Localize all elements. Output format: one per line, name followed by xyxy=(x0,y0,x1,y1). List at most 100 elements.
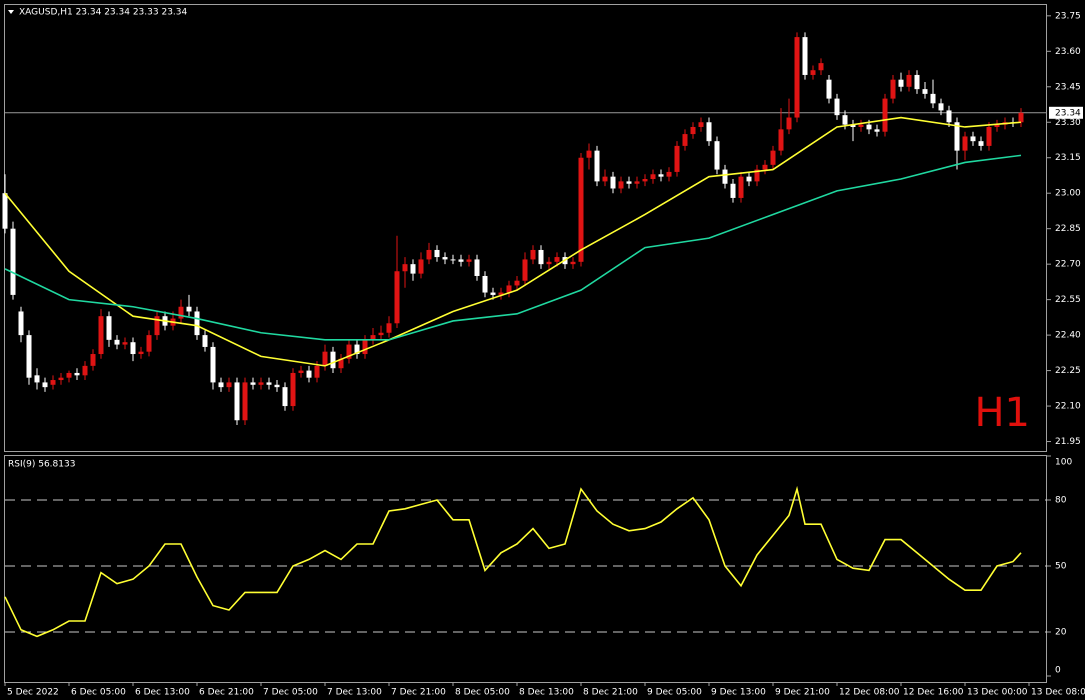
candle-body xyxy=(658,174,664,177)
candle-body xyxy=(450,259,456,261)
candle-body xyxy=(354,344,360,355)
candle-body xyxy=(362,339,368,355)
candle-body xyxy=(290,372,296,407)
candle-body xyxy=(666,171,672,177)
chart-title: XAGUSD,H1 23.34 23.34 23.33 23.34 xyxy=(19,8,188,18)
candle-body xyxy=(530,249,536,260)
candle-body xyxy=(730,183,736,198)
candle-body xyxy=(42,382,48,388)
y-tick-label: 23.45 xyxy=(1055,82,1081,92)
candle-body xyxy=(10,228,16,295)
candle-body xyxy=(682,134,688,146)
candle-body xyxy=(146,335,152,352)
candle-body xyxy=(26,335,32,378)
candle-body xyxy=(210,346,216,383)
candle-body xyxy=(642,179,648,182)
candle-body xyxy=(282,387,288,407)
rsi-title: RSI(9) 56.8133 xyxy=(8,460,75,470)
candle-body xyxy=(66,372,72,378)
candle-body xyxy=(738,176,744,198)
rsi-panel xyxy=(4,455,1047,683)
candle-body xyxy=(794,37,800,118)
candle-body xyxy=(586,150,592,158)
candle-body xyxy=(850,124,856,127)
candle-body xyxy=(154,316,160,336)
candle-body xyxy=(458,259,464,262)
candle-body xyxy=(842,115,848,125)
candle-body xyxy=(602,176,608,182)
y-tick-label: 22.55 xyxy=(1055,295,1081,305)
x-tick-label: 5 Dec 2022 xyxy=(7,688,59,698)
candle-body xyxy=(938,103,944,111)
candle-body xyxy=(690,126,696,135)
candle-body xyxy=(306,370,312,378)
x-tick-label: 9 Dec 21:00 xyxy=(775,688,830,698)
candle-body xyxy=(442,257,448,260)
candle-body xyxy=(2,193,8,229)
candle-body xyxy=(930,93,936,104)
candle-body xyxy=(218,382,224,388)
candle-body xyxy=(698,122,704,127)
candle-body xyxy=(322,351,328,366)
candle-body xyxy=(674,145,680,172)
x-tick-label: 6 Dec 21:00 xyxy=(199,688,254,698)
candle-body xyxy=(594,150,600,182)
candle-body xyxy=(234,382,240,421)
rsi-line xyxy=(4,485,1022,638)
candle-body xyxy=(266,382,272,385)
candle-body xyxy=(338,358,344,369)
candle-body xyxy=(114,339,120,345)
y-tick-label: 22.70 xyxy=(1055,260,1081,270)
candle-body xyxy=(130,342,136,355)
candle-body xyxy=(714,141,720,170)
candle-body xyxy=(18,311,24,336)
candle-body xyxy=(882,98,888,132)
y-tick-label: 100 xyxy=(1055,458,1072,468)
x-tick-label: 8 Dec 21:00 xyxy=(583,688,638,698)
candle-body xyxy=(970,136,976,142)
candle-body xyxy=(818,63,824,71)
candle-body xyxy=(826,79,832,99)
candle-body xyxy=(106,316,112,340)
candle-body xyxy=(786,117,792,130)
candle-body xyxy=(410,264,416,274)
candle-body xyxy=(386,323,392,333)
x-tick-label: 7 Dec 13:00 xyxy=(327,688,382,698)
candle-body xyxy=(98,316,104,355)
candle-body xyxy=(946,110,952,123)
candle-body xyxy=(890,79,896,99)
candle-body xyxy=(986,126,992,146)
candle-body xyxy=(330,351,336,369)
candle-body xyxy=(58,377,64,381)
candle-body xyxy=(346,344,352,359)
y-tick-label: 23.15 xyxy=(1055,153,1081,163)
y-tick-label: 0 xyxy=(1055,666,1061,676)
candle-body xyxy=(434,249,440,258)
candle-body xyxy=(490,292,496,295)
candle-body xyxy=(810,70,816,75)
x-tick-label: 8 Dec 13:00 xyxy=(519,688,574,698)
candle-body xyxy=(626,181,632,184)
y-tick-label: 22.40 xyxy=(1055,331,1081,341)
candle-body xyxy=(858,124,864,127)
x-tick-label: 13 Dec 08:00 xyxy=(1031,688,1085,698)
candle-body xyxy=(722,169,728,184)
moving-average xyxy=(4,154,1022,341)
y-tick-label: 22.25 xyxy=(1055,366,1081,376)
candle-body xyxy=(298,370,304,373)
candle-body xyxy=(554,257,560,262)
candle-body xyxy=(922,89,928,94)
candle-body xyxy=(770,150,776,165)
candle-body xyxy=(514,280,520,286)
candle-body xyxy=(898,79,904,87)
y-tick-label: 23.60 xyxy=(1055,47,1081,57)
x-tick-label: 7 Dec 05:00 xyxy=(263,688,318,698)
candle-body xyxy=(482,275,488,293)
candle-body xyxy=(138,351,144,355)
last-price-box xyxy=(1049,106,1083,119)
timeframe-label: H1 xyxy=(974,390,1030,436)
menu-triangle[interactable] xyxy=(8,10,14,14)
candle-body xyxy=(226,382,232,388)
candle-body xyxy=(34,375,40,383)
